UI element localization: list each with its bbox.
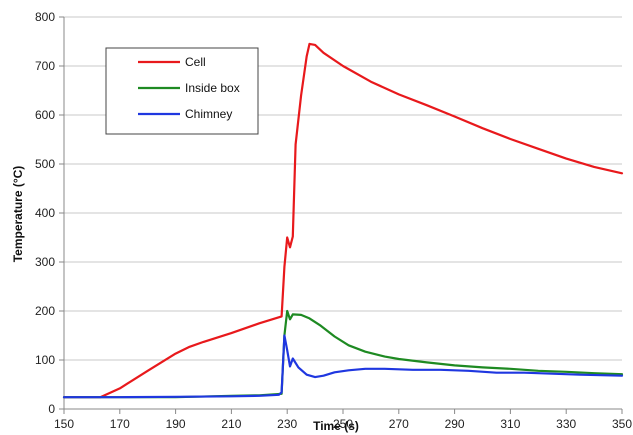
series-line-cell bbox=[62, 42, 624, 399]
y-axis-title: Temperature (°C) bbox=[11, 166, 25, 263]
x-tick-label: 230 bbox=[277, 417, 297, 431]
legend: Cell Inside box Chimney bbox=[105, 47, 259, 135]
y-tick-label: 100 bbox=[35, 353, 55, 367]
x-tick-label: 150 bbox=[54, 417, 74, 431]
y-tick-labels: 0 100 200 300 400 500 600 700 800 bbox=[35, 10, 55, 416]
x-axis-title: Time (s) bbox=[313, 419, 359, 433]
series-lines bbox=[62, 42, 624, 399]
legend-label: Inside box bbox=[185, 81, 240, 95]
x-tick-labels: 150 170 190 210 230 250 270 290 310 330 350 bbox=[54, 417, 632, 431]
legend-box bbox=[105, 47, 259, 135]
y-tick-label: 700 bbox=[35, 59, 55, 73]
axes bbox=[59, 16, 623, 414]
y-tick-label: 200 bbox=[35, 304, 55, 318]
x-tick-label: 190 bbox=[166, 417, 186, 431]
x-tick-label: 250 bbox=[333, 417, 353, 431]
x-tick-label: 170 bbox=[110, 417, 130, 431]
y-tick-label: 600 bbox=[35, 108, 55, 122]
x-tick-label: 290 bbox=[445, 417, 465, 431]
y-tick-label: 500 bbox=[35, 157, 55, 171]
legend-label: Cell bbox=[185, 55, 206, 69]
x-tick-label: 210 bbox=[221, 417, 241, 431]
x-tick-label: 310 bbox=[500, 417, 520, 431]
x-tick-label: 330 bbox=[556, 417, 576, 431]
gridlines bbox=[64, 16, 622, 361]
y-tick-label: 400 bbox=[35, 206, 55, 220]
series-line-chimney bbox=[62, 334, 624, 399]
legend-label: Chimney bbox=[185, 107, 232, 121]
x-tick-label: 350 bbox=[612, 417, 632, 431]
y-tick-label: 300 bbox=[35, 255, 55, 269]
y-tick-label: 0 bbox=[48, 402, 55, 416]
y-tick-label: 800 bbox=[35, 10, 55, 24]
x-tick-label: 270 bbox=[389, 417, 409, 431]
